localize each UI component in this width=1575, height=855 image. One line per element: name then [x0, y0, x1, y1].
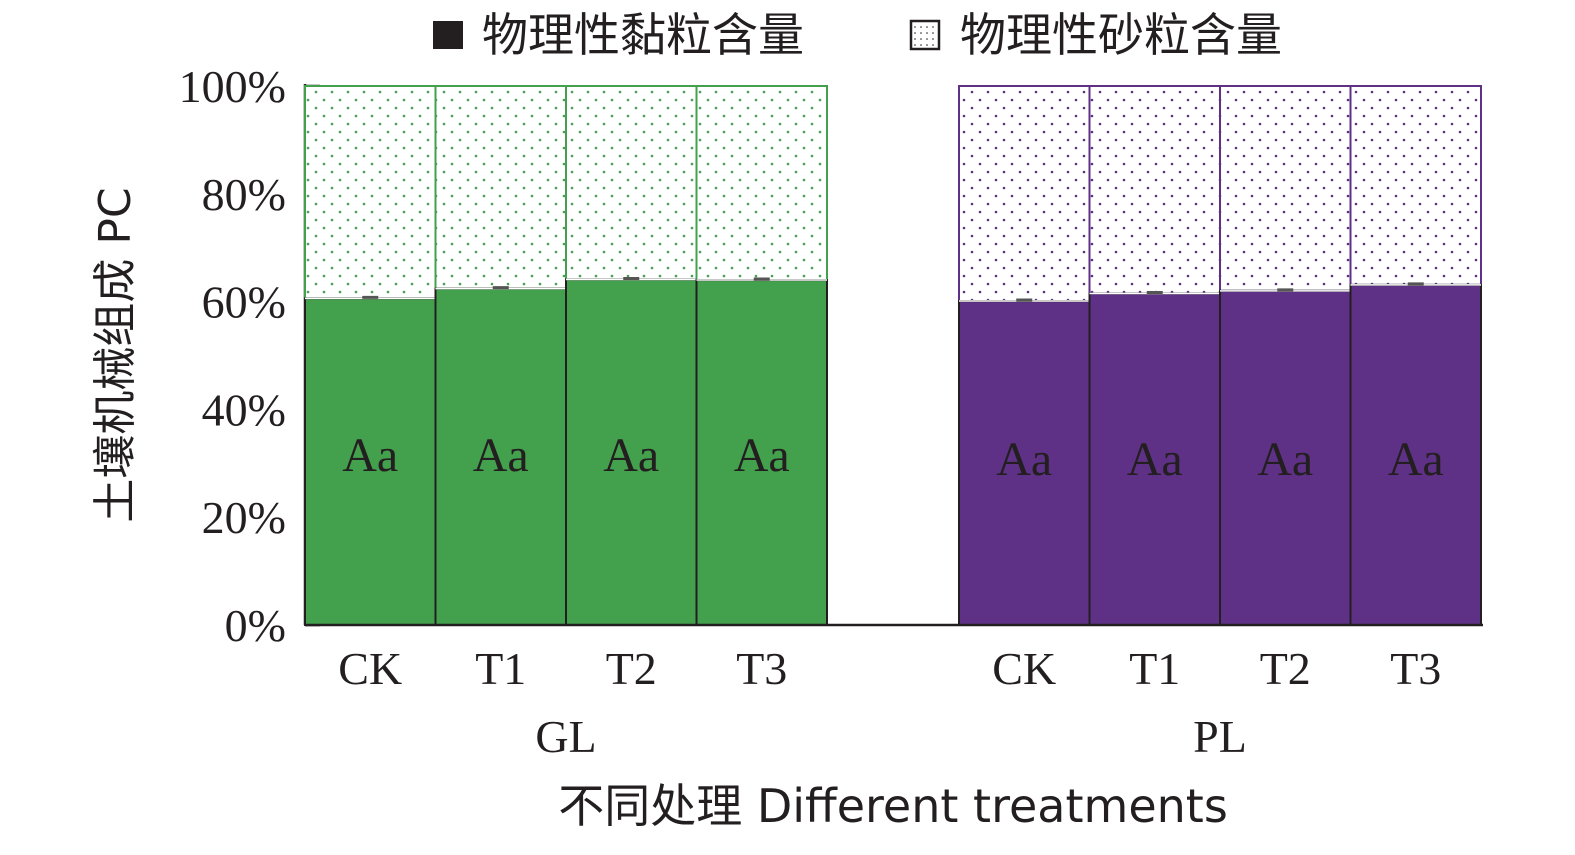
bar-clay-gl-t2 [565, 278, 698, 626]
group-label: GL [535, 711, 596, 762]
group-label: PL [1193, 711, 1247, 762]
bar-sand-pl-ck [958, 85, 1091, 303]
bar-label: Aa [1127, 433, 1183, 486]
x-tick-label: CK [338, 643, 402, 694]
x-axis-title: 不同处理 Different treatments [558, 779, 1228, 833]
bar-clay-pl-t3 [1349, 283, 1482, 626]
y-axis-title: 土壤机械组成 PC [90, 187, 141, 522]
bar-label: Aa [1388, 433, 1444, 486]
legend-label-clay: 物理性黏粒含量 [482, 8, 804, 62]
bar-sand-gl-t1 [434, 85, 567, 290]
y-tick-label: 0% [225, 600, 286, 651]
x-tick-label: T1 [1129, 643, 1180, 694]
bar-label: Aa [342, 429, 398, 482]
y-tick-label: 60% [202, 277, 286, 328]
bar-sand-pl-t1 [1088, 85, 1221, 295]
x-tick-label: T2 [606, 643, 657, 694]
x-tick-label: T2 [1260, 643, 1311, 694]
bar-sand-gl-t3 [695, 85, 828, 282]
x-labels: CK T1 T2 T3 GL CK T1 T2 T3 PL [338, 643, 1441, 762]
bar-sand-pl-t2 [1219, 85, 1352, 292]
x-tick-label: CK [992, 643, 1056, 694]
y-tick-label: 20% [202, 492, 286, 543]
bar-label: Aa [734, 429, 790, 482]
bars: Aa Aa Aa Aa Aa Aa Aa Aa [304, 85, 1482, 626]
bar-label: Aa [473, 429, 529, 482]
legend-swatch-sand [909, 19, 941, 51]
legend: 物理性黏粒含量 物理性砂粒含量 [433, 8, 1282, 62]
bar-sand-gl-t2 [565, 85, 698, 281]
y-axis: 0% 20% 40% 60% 80% 100% [179, 61, 320, 651]
bar-sand-gl-ck [304, 85, 437, 300]
x-tick-label: T3 [1390, 643, 1441, 694]
x-tick-label: T3 [736, 643, 787, 694]
legend-swatch-clay [433, 21, 463, 49]
y-tick-label: 40% [202, 384, 286, 435]
bar-label: Aa [603, 429, 659, 482]
bar-sand-pl-t3 [1349, 85, 1482, 286]
legend-label-sand: 物理性砂粒含量 [960, 8, 1282, 62]
y-tick-label: 100% [179, 61, 286, 112]
y-tick-label: 80% [202, 169, 286, 220]
bar-clay-pl-t2 [1219, 289, 1352, 626]
bar-label: Aa [1257, 433, 1313, 486]
x-tick-label: T1 [475, 643, 526, 694]
bar-clay-pl-t1 [1088, 292, 1221, 626]
bar-label: Aa [996, 433, 1052, 486]
